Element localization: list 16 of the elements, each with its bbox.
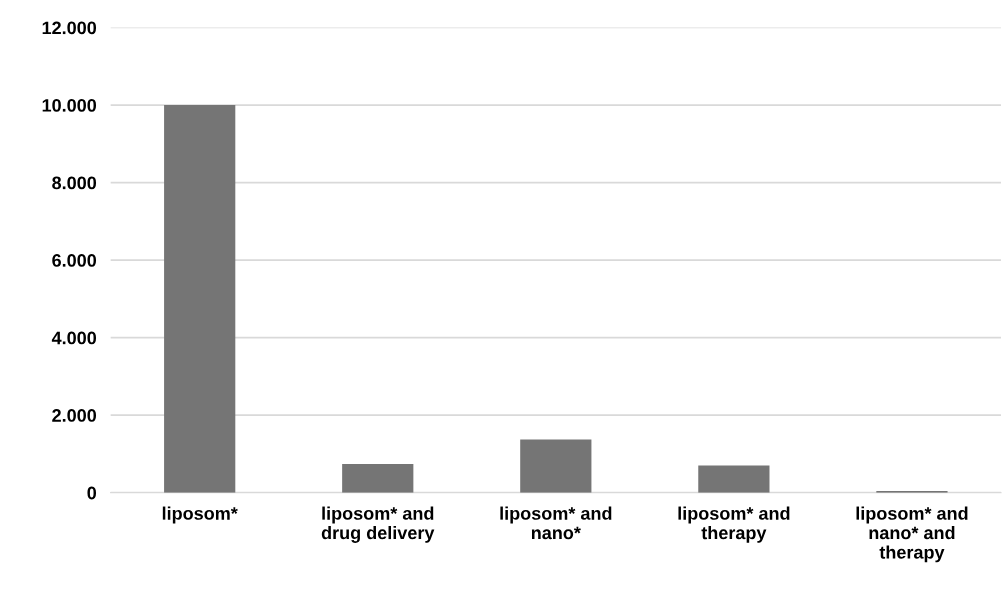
- y-tick-label: 0: [87, 486, 97, 500]
- bar: [164, 105, 236, 493]
- bar: [698, 465, 770, 493]
- y-tick-label: 6.000: [52, 254, 97, 267]
- x-tick-label: liposom* and drug delivery: [321, 506, 435, 543]
- bar: [342, 463, 414, 493]
- y-tick-label: 8.000: [52, 176, 97, 190]
- x-tick-label: liposom*: [162, 506, 238, 524]
- x-tick-label: liposom* and nano*: [500, 506, 612, 540]
- y-tick-label: 4.000: [51, 331, 97, 345]
- y-tick-label: 2.000: [52, 409, 97, 422]
- y-tick-label: 12.000: [42, 21, 97, 35]
- y-tick-label: 10.000: [42, 98, 97, 112]
- x-tick-label: liposom* and therapy: [678, 506, 790, 543]
- bar: [520, 439, 592, 493]
- x-tick-label: liposom* and nano* and therapy: [856, 506, 968, 563]
